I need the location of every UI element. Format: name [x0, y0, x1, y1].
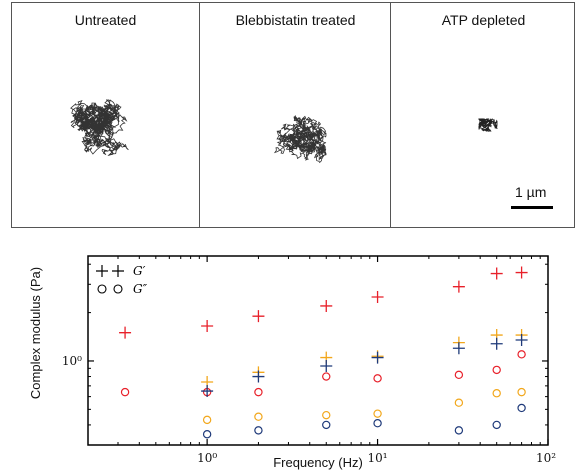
legend-plus-marker-1: [96, 265, 108, 277]
panel-blebbistatin: Blebbistatin treated: [199, 3, 391, 227]
gdoubleprime-point: [322, 372, 331, 381]
gprime-point: [201, 320, 214, 333]
y-axis-label: Complex modulus (Pa): [28, 267, 43, 399]
gprime-point: [201, 385, 214, 398]
gdoubleprime-point: [202, 430, 212, 439]
gdoubleprime-point: [202, 415, 212, 425]
gdoubleprime-point: [373, 418, 382, 428]
gdoubleprime-point: [454, 426, 464, 435]
gdoubleprime-point: [322, 420, 331, 430]
data-marks: [119, 266, 528, 439]
gprime-point: [320, 360, 333, 373]
gdoubleprime-point: [322, 410, 331, 420]
gdoubleprime-point: [454, 398, 464, 407]
panel-title-untreated: Untreated: [74, 12, 137, 28]
gprime-point: [252, 370, 265, 383]
panel-untreated: Untreated: [12, 3, 199, 227]
trajectory-panels: Untreated Blebbistatin treated ATP deple…: [11, 2, 575, 228]
gprime-point: [371, 291, 384, 304]
gdoubleprime-point: [517, 350, 526, 359]
panel-atp-depleted: ATP depleted 1 µm: [390, 3, 576, 227]
gdoubleprime-point: [373, 374, 382, 383]
axis-ticks: 10⁰ 10¹ 10² 10⁰: [62, 256, 556, 465]
gprime-point: [252, 310, 265, 323]
trajectory-untreated: [70, 99, 129, 157]
gdoubleprime-point: [517, 387, 526, 397]
gprime-point: [515, 266, 528, 279]
scale-bar: [511, 206, 553, 209]
gdoubleprime-point: [517, 403, 526, 413]
gprime-point: [490, 337, 503, 350]
complex-modulus-chart: 10⁰ 10¹ 10² 10⁰ G′ G″ Frequency (Hz) Comple…: [28, 255, 556, 470]
gdoubleprime-point: [254, 412, 263, 421]
gprime-point: [320, 299, 333, 312]
gdoubleprime-point: [454, 370, 464, 380]
scale-bar-label: 1 µm: [515, 184, 547, 200]
x-tick-label: 10⁰: [197, 451, 217, 465]
gdoubleprime-point: [373, 409, 382, 418]
legend-label-gdoubleprime: G″: [133, 282, 148, 296]
gdoubleprime-point: [254, 426, 263, 435]
gprime-point: [452, 280, 465, 293]
gdoubleprime-point: [254, 387, 263, 397]
gdoubleprime-point: [120, 387, 130, 397]
plot-frame: [87, 255, 549, 446]
trajectory-atp: [478, 118, 553, 209]
gprime-point: [490, 267, 503, 280]
y-tick-label: 10⁰: [62, 354, 82, 368]
panel-title-blebbistatin: Blebbistatin treated: [235, 12, 356, 28]
x-tick-label: 10²: [536, 451, 556, 465]
legend-plus-marker-2: [112, 265, 124, 277]
trajectory-blebbistatin: [273, 114, 327, 164]
gdoubleprime-point: [492, 420, 501, 430]
gdoubleprime-point: [492, 365, 501, 375]
legend: G′ G″: [96, 264, 148, 296]
legend-label-gprime: G′: [133, 264, 146, 278]
legend-circle-marker-2: [113, 284, 123, 294]
gprime-point: [515, 334, 528, 347]
x-axis-label: Frequency (Hz): [273, 455, 363, 470]
gprime-point: [119, 326, 132, 339]
gdoubleprime-point: [492, 389, 501, 398]
gprime-point: [452, 342, 465, 355]
x-tick-label: 10¹: [368, 451, 388, 465]
gprime-point: [371, 351, 384, 364]
legend-circle-marker-1: [97, 284, 107, 294]
panel-title-atp: ATP depleted: [441, 12, 526, 28]
